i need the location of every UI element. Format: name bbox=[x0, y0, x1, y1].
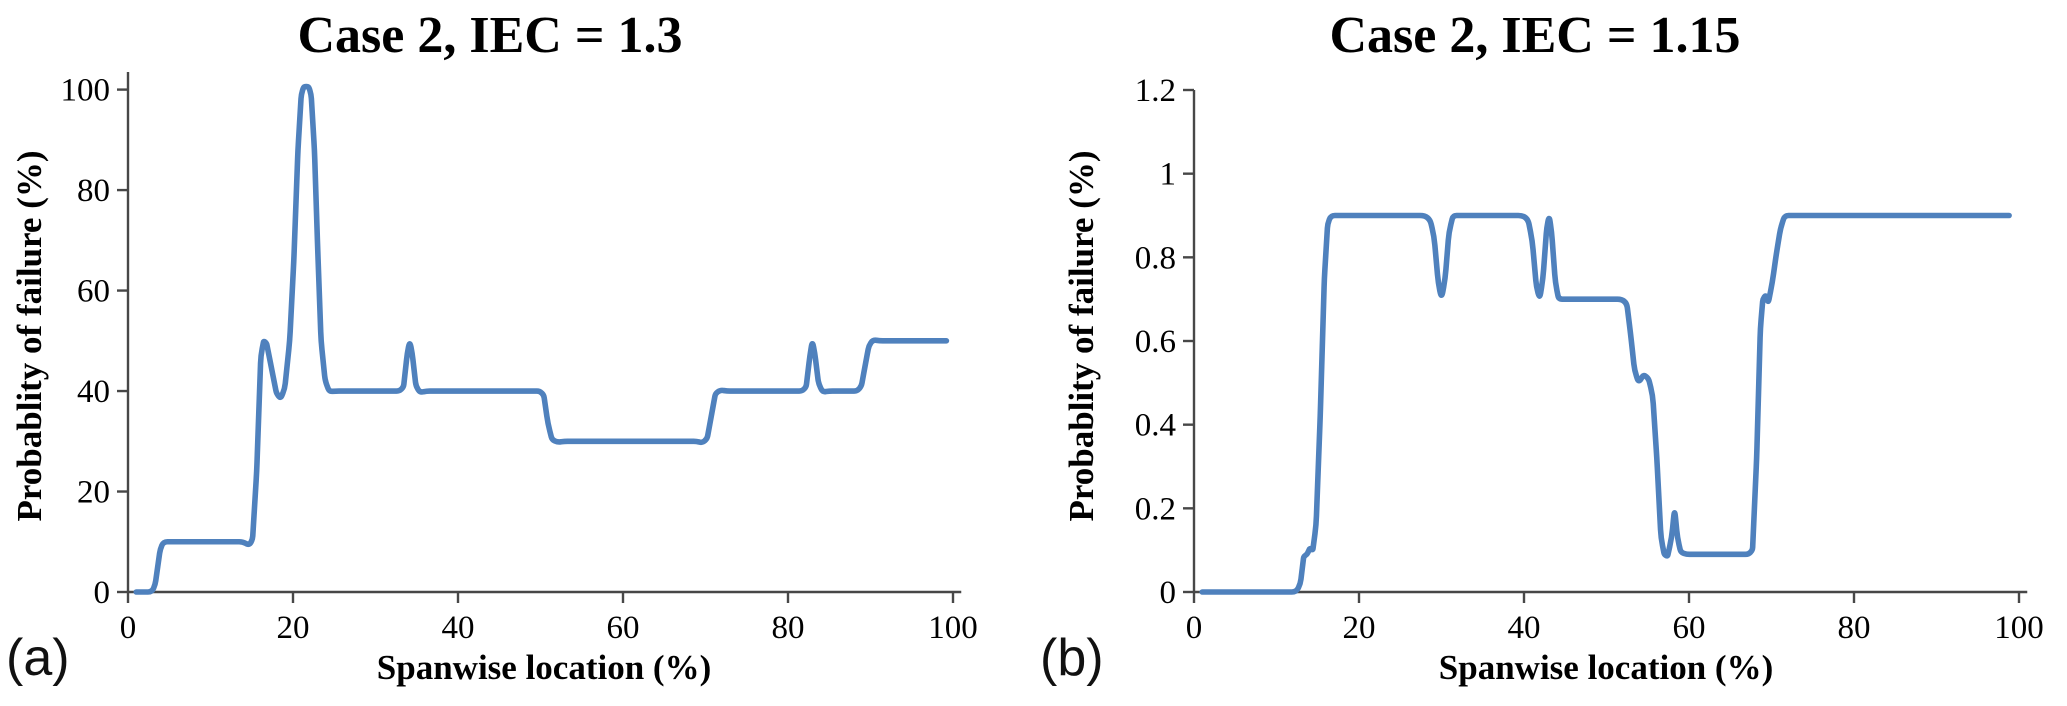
chart-a-title: Case 2, IEC = 1.3 bbox=[297, 7, 683, 64]
x-tick-label: 100 bbox=[928, 610, 978, 646]
chart-canvas-b: 0 20 40 60 80 100 0 0.2 0.4 0.6 0.8 1 1.2 bbox=[1135, 73, 2044, 646]
y-tick-label: 0.4 bbox=[1135, 408, 1176, 444]
x-tick-label: 20 bbox=[1343, 610, 1376, 646]
panel-a-letter: (a) bbox=[6, 629, 70, 687]
y-tick-label: 60 bbox=[77, 274, 110, 310]
y-tick-label: 100 bbox=[61, 73, 111, 109]
y-tick-label: 0 bbox=[1160, 575, 1177, 611]
y-tick-label: 20 bbox=[77, 475, 110, 511]
y-tick-label: 0 bbox=[94, 575, 111, 611]
x-tick-label: 60 bbox=[607, 610, 640, 646]
y-tick-label: 80 bbox=[77, 173, 110, 209]
x-tick-label: 100 bbox=[1994, 610, 2044, 646]
y-tick-label: 1.2 bbox=[1135, 73, 1176, 109]
x-tick-label: 20 bbox=[277, 610, 310, 646]
x-tick-label: 40 bbox=[1508, 610, 1541, 646]
panel-b-letter: (b) bbox=[1040, 629, 1104, 687]
y-tick-label: 0.8 bbox=[1135, 240, 1176, 276]
y-tick-label: 40 bbox=[77, 374, 110, 410]
series-line bbox=[1199, 212, 2012, 595]
chart-b-title: Case 2, IEC = 1.15 bbox=[1329, 7, 1741, 64]
y-tick-label: 1 bbox=[1160, 157, 1177, 193]
x-tick-label: 0 bbox=[1186, 610, 1203, 646]
chart-a-ylabel: Probablity of failure (%) bbox=[10, 150, 49, 522]
series-line bbox=[133, 83, 950, 595]
chart-a-xlabel: Spanwise location (%) bbox=[376, 648, 712, 687]
x-tick-label: 40 bbox=[442, 610, 475, 646]
x-tick-label: 80 bbox=[772, 610, 805, 646]
y-tick-label: 0.2 bbox=[1135, 491, 1176, 527]
panel-b: 0 20 40 60 80 100 0 0.2 0.4 0.6 0.8 1 1.2 Case 2, IE… bbox=[1030, 0, 2067, 706]
y-tick-label: 0.6 bbox=[1135, 324, 1176, 360]
chart-b-ylabel: Probablity of failure (%) bbox=[1062, 150, 1101, 522]
x-tick-label: 80 bbox=[1838, 610, 1871, 646]
chart-b-xlabel: Spanwise location (%) bbox=[1438, 648, 1774, 687]
x-tick-label: 60 bbox=[1673, 610, 1706, 646]
chart-canvas-a: 0 20 40 60 80 100 0 20 40 60 80 100 bbox=[61, 72, 978, 646]
x-tick-label: 0 bbox=[120, 610, 137, 646]
panel-a: 0 20 40 60 80 100 0 20 40 60 80 100 Case 2, IEC = 1… bbox=[0, 0, 1030, 706]
